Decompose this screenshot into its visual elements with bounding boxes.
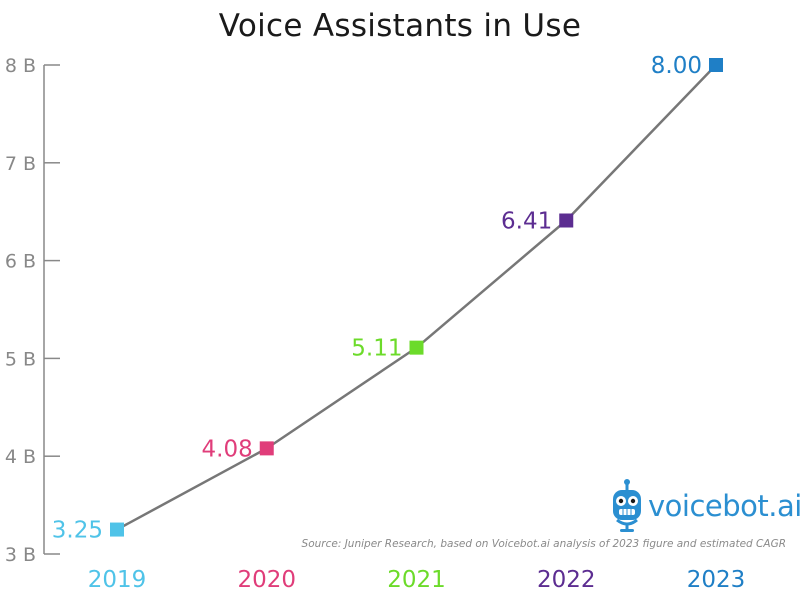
data-label: 5.11 — [351, 336, 402, 362]
y-tick-label: 4 B — [5, 446, 36, 468]
data-labels: 3.25 4.08 5.11 6.41 8.00 — [52, 53, 702, 544]
x-tick-label: 2022 — [537, 567, 596, 593]
chart-title: Voice Assistants in Use — [218, 8, 582, 44]
x-tick-label: 2021 — [387, 567, 446, 593]
data-label: 8.00 — [651, 53, 702, 79]
y-tick-label: 8 B — [5, 55, 36, 77]
data-label: 4.08 — [202, 436, 253, 462]
brand-logo: voicebot.ai ™ — [610, 478, 800, 534]
source-note: Source: Juniper Research, based on Voice… — [301, 538, 786, 550]
x-tick-label: 2023 — [687, 567, 746, 593]
y-tick-label: 5 B — [5, 348, 36, 370]
data-point — [259, 441, 274, 456]
y-tick-label: 3 B — [5, 544, 36, 566]
data-point — [559, 213, 574, 228]
y-tick-label: 6 B — [5, 251, 36, 273]
robot-microphone-icon — [613, 479, 641, 532]
data-label: 6.41 — [501, 209, 552, 235]
x-tick-label: 2019 — [88, 567, 147, 593]
data-points — [110, 58, 723, 537]
data-point — [409, 340, 424, 355]
x-tick-label: 2020 — [237, 567, 296, 593]
data-point — [110, 522, 124, 537]
brand-name: voicebot.ai — [648, 489, 800, 523]
data-point — [709, 58, 723, 72]
x-axis-ticks: 2019 2020 2021 2022 2023 — [88, 567, 746, 593]
y-tick-label: 7 B — [5, 153, 36, 175]
data-label: 3.25 — [52, 518, 103, 544]
y-axis: 3 B 4 B 5 B 6 B 7 B 8 B — [5, 55, 60, 566]
